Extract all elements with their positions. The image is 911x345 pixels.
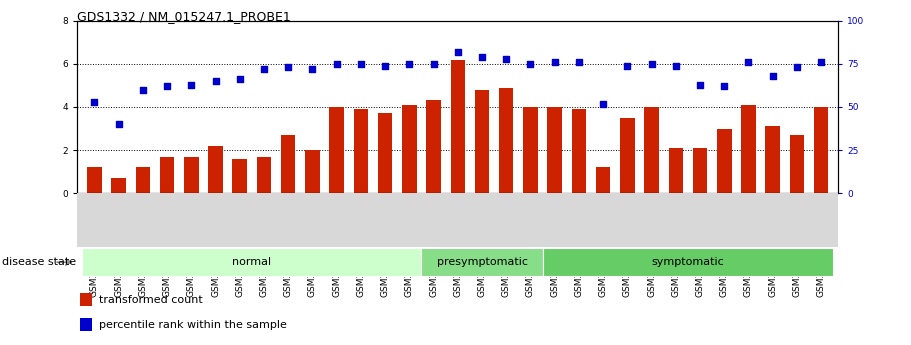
Point bbox=[669, 63, 683, 68]
Bar bbox=[790, 135, 804, 193]
Point bbox=[523, 61, 537, 67]
Point bbox=[742, 59, 756, 65]
Point bbox=[378, 63, 393, 68]
Point bbox=[790, 65, 804, 70]
Bar bbox=[596, 167, 610, 193]
Point bbox=[426, 61, 441, 67]
Text: percentile rank within the sample: percentile rank within the sample bbox=[99, 319, 287, 329]
Point bbox=[596, 101, 610, 106]
Point bbox=[136, 87, 150, 92]
Bar bbox=[136, 167, 150, 193]
Point bbox=[499, 56, 514, 61]
Point bbox=[305, 66, 320, 72]
Point bbox=[87, 99, 102, 105]
Point bbox=[402, 61, 416, 67]
Point bbox=[281, 65, 295, 70]
Text: presymptomatic: presymptomatic bbox=[436, 257, 527, 267]
Bar bbox=[499, 88, 514, 193]
Bar bbox=[257, 157, 271, 193]
Bar bbox=[571, 109, 586, 193]
Point bbox=[571, 59, 586, 65]
Point bbox=[353, 61, 368, 67]
Text: disease state: disease state bbox=[2, 257, 76, 267]
Text: transformed count: transformed count bbox=[99, 295, 203, 305]
Bar bbox=[644, 107, 659, 193]
Bar bbox=[742, 105, 756, 193]
Bar bbox=[305, 150, 320, 193]
Point bbox=[814, 59, 828, 65]
Bar bbox=[426, 100, 441, 193]
Point bbox=[111, 121, 126, 127]
Bar bbox=[80, 293, 93, 306]
Bar bbox=[717, 129, 732, 193]
Bar bbox=[281, 135, 295, 193]
Bar bbox=[669, 148, 683, 193]
Bar bbox=[232, 159, 247, 193]
Bar bbox=[353, 109, 368, 193]
Bar bbox=[548, 107, 562, 193]
Point bbox=[717, 83, 732, 89]
Point bbox=[475, 54, 489, 60]
Point bbox=[692, 82, 707, 87]
Point bbox=[330, 61, 344, 67]
Point bbox=[450, 49, 465, 55]
Text: symptomatic: symptomatic bbox=[651, 257, 724, 267]
Bar bbox=[620, 118, 635, 193]
Bar bbox=[209, 146, 223, 193]
Bar bbox=[80, 318, 93, 331]
Text: normal: normal bbox=[232, 257, 271, 267]
Bar bbox=[422, 248, 543, 276]
Point bbox=[209, 78, 223, 84]
Bar bbox=[451, 60, 465, 193]
Point bbox=[159, 83, 174, 89]
Bar bbox=[184, 157, 199, 193]
Bar bbox=[543, 248, 834, 276]
Bar bbox=[378, 114, 393, 193]
Bar bbox=[402, 105, 416, 193]
Point bbox=[232, 77, 247, 82]
Point bbox=[620, 63, 635, 68]
Point bbox=[548, 59, 562, 65]
Point bbox=[184, 82, 199, 87]
Bar bbox=[765, 126, 780, 193]
Bar bbox=[692, 148, 707, 193]
Bar bbox=[814, 107, 828, 193]
Bar bbox=[82, 248, 422, 276]
Point bbox=[257, 66, 271, 72]
Text: GDS1332 / NM_015247.1_PROBE1: GDS1332 / NM_015247.1_PROBE1 bbox=[77, 10, 292, 23]
Bar bbox=[523, 107, 537, 193]
Bar bbox=[159, 157, 174, 193]
Point bbox=[765, 73, 780, 79]
Bar bbox=[475, 90, 489, 193]
Bar bbox=[111, 178, 126, 193]
Bar bbox=[87, 167, 102, 193]
Point bbox=[644, 61, 659, 67]
Bar bbox=[330, 107, 344, 193]
